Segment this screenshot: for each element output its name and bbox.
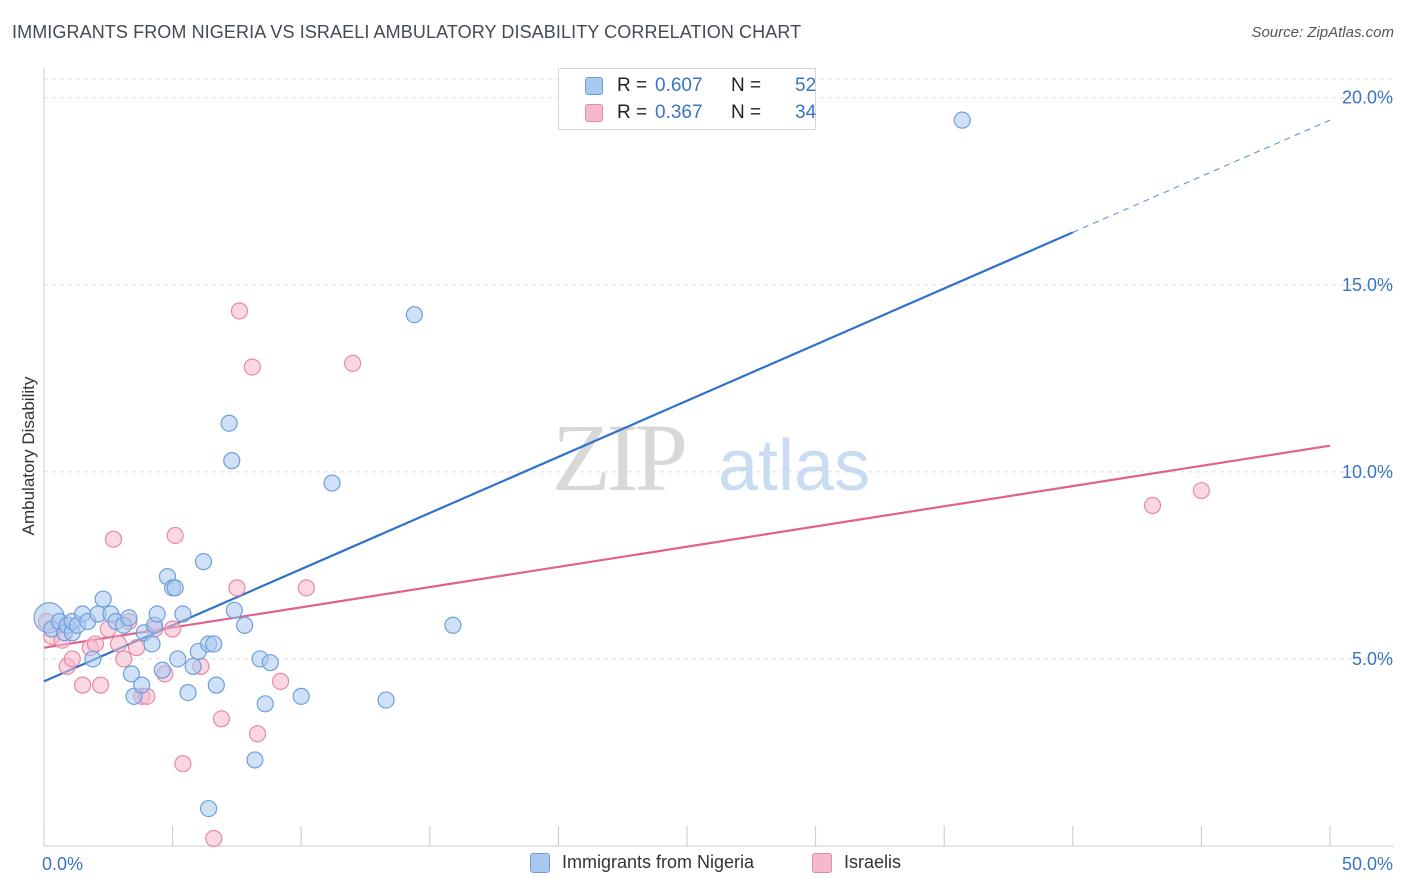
point-nigeria	[205, 635, 223, 653]
point-israelis	[73, 676, 92, 694]
point-israelis	[230, 302, 249, 320]
trend-line-nigeria-extension	[1072, 119, 1331, 233]
point-nigeria	[377, 691, 395, 709]
point-israelis	[228, 579, 246, 597]
point-nigeria	[174, 605, 192, 623]
point-israelis	[272, 672, 290, 690]
y-tick-label: 20.0%	[1342, 88, 1393, 108]
point-israelis	[1192, 481, 1211, 500]
chart-title: IMMIGRANTS FROM NIGERIA VS ISRAELI AMBUL…	[12, 22, 802, 42]
legend-r-label: R =	[617, 75, 648, 96]
bottom-legend-label: Immigrants from Nigeria	[562, 852, 755, 872]
point-israelis	[1143, 496, 1162, 515]
point-israelis	[86, 635, 105, 653]
source-credit: Source: ZipAtlas.com	[1251, 24, 1394, 41]
x-tick-label: 50.0%	[1342, 854, 1393, 874]
legend-r-value: 0.367	[655, 102, 703, 123]
point-israelis	[248, 725, 267, 743]
point-israelis	[104, 530, 123, 548]
data-points	[33, 111, 1211, 848]
y-tick-label: 5.0%	[1352, 649, 1393, 669]
point-nigeria	[143, 635, 161, 653]
point-israelis	[109, 635, 128, 653]
bottom-legend-swatch-blue	[530, 853, 550, 873]
legend-swatch-blue	[585, 77, 603, 95]
point-israelis	[166, 526, 184, 545]
trend-line-israelis	[43, 444, 1331, 649]
point-israelis	[297, 579, 315, 597]
watermark: ZIP atlas	[552, 404, 870, 511]
point-nigeria	[166, 579, 184, 597]
point-nigeria	[953, 111, 971, 129]
legend-n-value: 34	[795, 102, 817, 123]
point-nigeria	[120, 609, 138, 627]
point-israelis	[115, 650, 133, 668]
point-nigeria	[94, 590, 112, 608]
legend-n-label: N =	[731, 102, 762, 123]
point-nigeria	[153, 661, 171, 679]
point-nigeria	[179, 683, 197, 702]
point-nigeria	[133, 676, 151, 694]
point-nigeria	[220, 414, 238, 432]
point-nigeria	[261, 654, 279, 672]
legend-n-value: 52	[795, 75, 817, 96]
bottom-legend-swatch-pink	[812, 853, 832, 873]
point-nigeria	[184, 657, 202, 676]
trend-lines	[43, 119, 1331, 683]
point-israelis	[174, 755, 192, 773]
legend-swatch-pink	[585, 104, 603, 122]
point-nigeria	[122, 665, 141, 683]
point-nigeria	[405, 306, 423, 324]
x-tick-label: 0.0%	[42, 854, 83, 874]
point-israelis	[212, 710, 231, 728]
point-israelis	[243, 358, 261, 376]
trend-line-nigeria	[43, 231, 1074, 683]
y-tick-label: 15.0%	[1342, 275, 1393, 295]
point-israelis	[344, 354, 362, 372]
bottom-legend-label: Israelis	[844, 852, 902, 872]
point-nigeria	[292, 687, 310, 705]
watermark-zip: ZIP	[552, 404, 685, 511]
axes	[43, 68, 1394, 847]
point-nigeria	[148, 605, 166, 623]
watermark-atlas: atlas	[718, 426, 870, 506]
point-israelis	[164, 620, 182, 638]
point-nigeria	[169, 650, 187, 668]
legend-r-value: 0.607	[655, 75, 703, 96]
point-nigeria	[84, 650, 102, 668]
legend-r-label: R =	[617, 102, 648, 123]
point-israelis	[91, 676, 110, 694]
point-israelis	[205, 829, 223, 848]
point-nigeria	[207, 676, 225, 694]
point-nigeria	[194, 553, 213, 571]
point-nigeria	[256, 695, 274, 713]
point-nigeria	[444, 616, 462, 634]
correlation-legend: R = 0.607 N = 52 R = 0.367 N = 34	[558, 68, 816, 130]
legend-n-label: N =	[731, 75, 762, 96]
point-nigeria	[323, 474, 341, 492]
point-nigeria	[225, 601, 243, 619]
point-nigeria	[200, 799, 218, 818]
point-nigeria	[223, 452, 241, 470]
y-tick-label: 10.0%	[1342, 462, 1393, 482]
tick-labels: 5.0% 10.0% 15.0% 20.0% 0.0% 50.0%	[42, 88, 1393, 874]
point-nigeria	[236, 616, 254, 634]
point-israelis	[63, 650, 81, 668]
point-israelis	[127, 639, 146, 657]
point-nigeria	[246, 751, 264, 769]
